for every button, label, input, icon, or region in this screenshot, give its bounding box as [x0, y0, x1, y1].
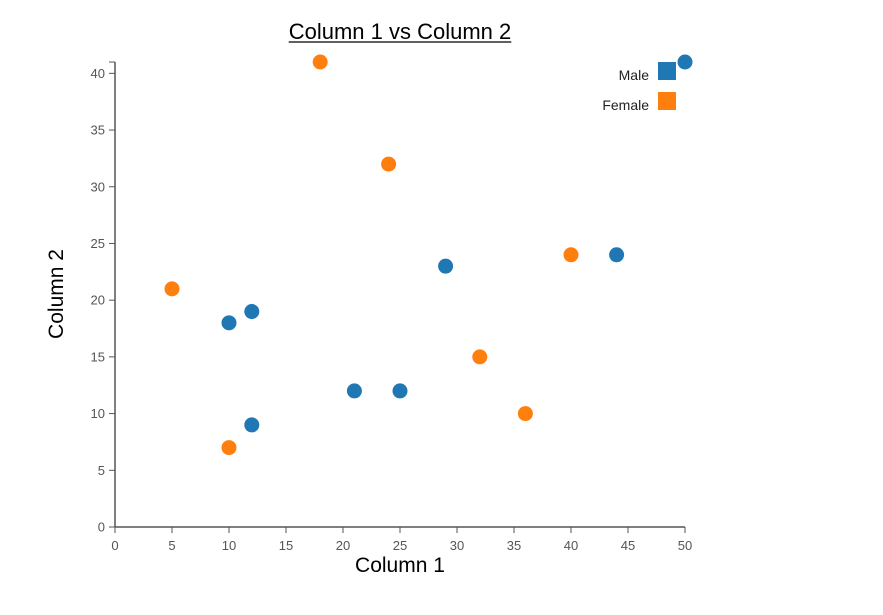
- legend-item-male: Male: [619, 62, 676, 83]
- y-tick-label: 25: [91, 236, 105, 251]
- y-axis: 0 5 10 15 20 25 30 35 40: [91, 61, 116, 535]
- data-point: [609, 247, 625, 263]
- x-tick-label: 5: [168, 538, 175, 553]
- legend-item-female: Female: [602, 92, 676, 113]
- y-tick-label: 30: [91, 179, 105, 194]
- chart-title: Column 1 vs Column 2: [289, 19, 512, 44]
- y-tick-label: 5: [98, 463, 105, 478]
- x-tick-label: 10: [222, 538, 236, 553]
- x-tick-label: 50: [678, 538, 692, 553]
- x-tick-label: 45: [621, 538, 635, 553]
- x-tick-label: 15: [279, 538, 293, 553]
- legend-label: Male: [619, 67, 650, 83]
- x-tick-label: 40: [564, 538, 578, 553]
- data-point: [392, 383, 408, 399]
- data-point: [164, 281, 180, 297]
- x-tick-label: 25: [393, 538, 407, 553]
- data-point: [346, 383, 362, 399]
- data-point: [517, 406, 533, 422]
- y-tick-label: 0: [98, 520, 105, 535]
- y-tick-label: 35: [91, 123, 105, 138]
- x-tick-label: 20: [336, 538, 350, 553]
- y-tick-label: 10: [91, 406, 105, 421]
- data-point: [677, 54, 693, 70]
- data-point: [472, 349, 488, 365]
- y-tick-label: 40: [91, 66, 105, 81]
- data-point: [244, 417, 260, 433]
- legend-swatch: [658, 92, 676, 110]
- data-point: [312, 54, 328, 70]
- x-tick-label: 30: [450, 538, 464, 553]
- y-tick-label: 20: [91, 293, 105, 308]
- data-point: [563, 247, 579, 263]
- y-tick-label: 15: [91, 349, 105, 364]
- y-axis-title: Column 2: [45, 249, 68, 339]
- data-point: [221, 440, 237, 456]
- legend: Male Female: [602, 62, 676, 113]
- data-point: [221, 315, 237, 331]
- legend-label: Female: [602, 97, 649, 113]
- data-point: [381, 156, 397, 172]
- x-axis-title: Column 1: [355, 554, 445, 577]
- x-tick-label: 35: [507, 538, 521, 553]
- data-points: [164, 54, 693, 456]
- x-tick-label: 0: [111, 538, 118, 553]
- x-axis: 0 5 10 15 20 25 30 35 40 45 50: [111, 526, 692, 553]
- legend-swatch: [658, 62, 676, 80]
- series-male: [221, 54, 693, 433]
- data-point: [438, 258, 454, 274]
- data-point: [244, 304, 260, 320]
- series-female: [164, 54, 579, 456]
